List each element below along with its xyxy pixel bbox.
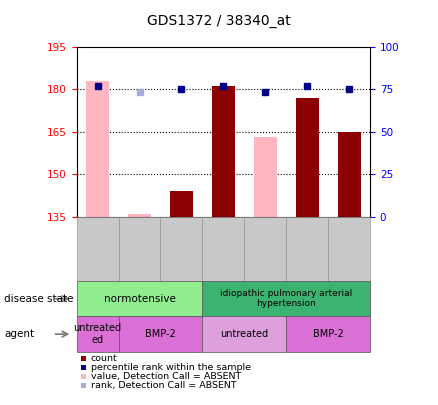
Text: percentile rank within the sample: percentile rank within the sample: [91, 363, 251, 372]
Bar: [212, 86, 235, 217]
Text: idiopathic pulmonary arterial
hypertension: idiopathic pulmonary arterial hypertensi…: [220, 289, 353, 308]
Text: disease state: disease state: [4, 294, 74, 304]
Bar: [338, 132, 360, 217]
Text: rank, Detection Call = ABSENT: rank, Detection Call = ABSENT: [91, 381, 236, 390]
Text: GDS1372 / 38340_at: GDS1372 / 38340_at: [147, 14, 291, 28]
Text: BMP-2: BMP-2: [145, 329, 176, 339]
Bar: [296, 98, 319, 217]
Text: count: count: [91, 354, 117, 363]
Text: normotensive: normotensive: [104, 294, 176, 304]
Text: untreated
ed: untreated ed: [74, 323, 122, 345]
Text: value, Detection Call = ABSENT: value, Detection Call = ABSENT: [91, 372, 241, 381]
Text: agent: agent: [4, 329, 35, 339]
Bar: [254, 137, 277, 217]
Text: BMP-2: BMP-2: [313, 329, 343, 339]
Text: untreated: untreated: [220, 329, 268, 339]
Bar: [170, 191, 193, 217]
Bar: [86, 81, 109, 217]
Bar: [128, 214, 151, 217]
